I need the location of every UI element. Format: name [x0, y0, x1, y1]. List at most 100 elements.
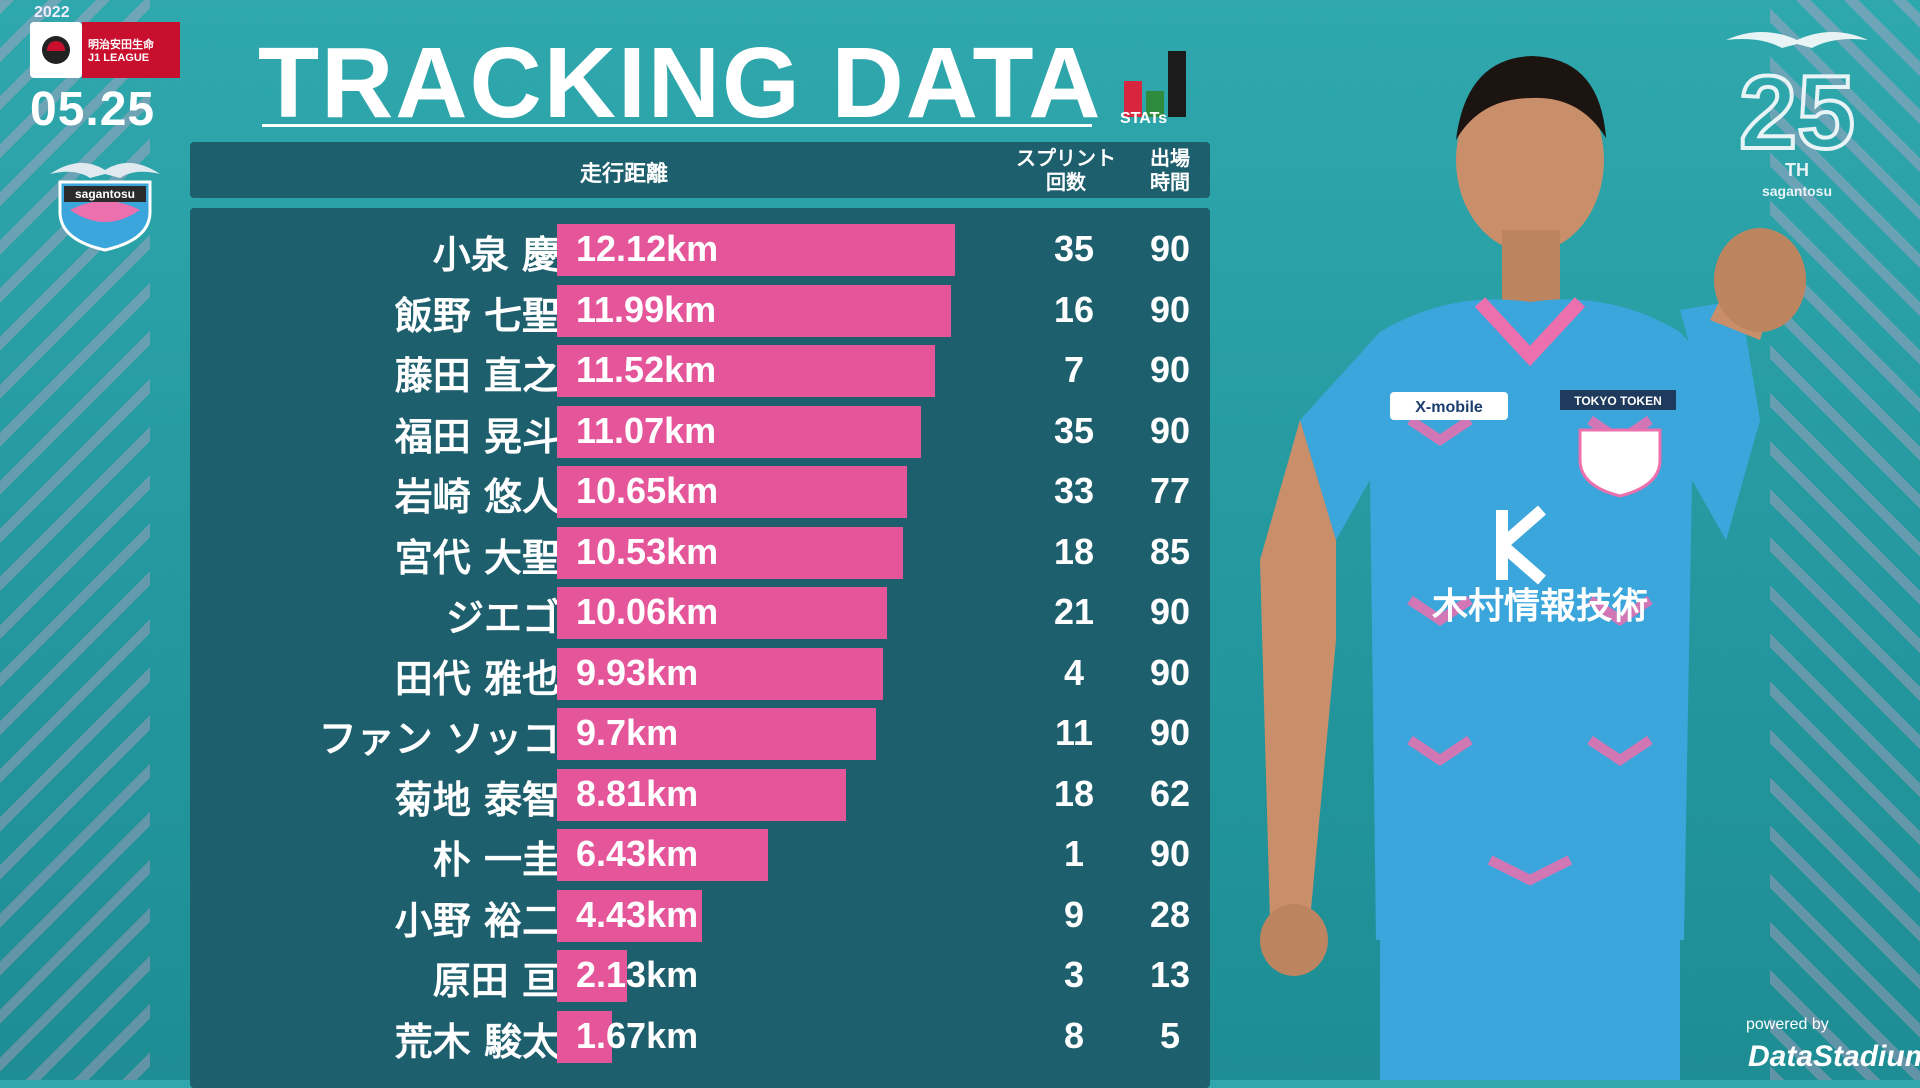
- minutes-played: 90: [1149, 651, 1191, 693]
- table-row: 飯野 七聖 11.99km 16 90: [190, 277, 1210, 338]
- distance-bar: [557, 405, 921, 458]
- player-name: 朴 一圭: [432, 838, 560, 882]
- player-name: 藤田 直之: [394, 354, 560, 398]
- sprint-count: 1: [1063, 833, 1085, 874]
- table-row: 小泉 慶 12.12km 35 90: [190, 216, 1210, 277]
- table-row: 宮代 大聖 10.53km 18 85: [190, 519, 1210, 580]
- sleeve-sponsor: X-mobile: [1415, 399, 1483, 416]
- distance-value-label: 1.67km: [576, 1014, 699, 1056]
- distance-value-label: 8.81km: [576, 772, 699, 814]
- distance-value-label: 6.43km: [576, 833, 699, 874]
- player-name: 福田 晃斗: [394, 414, 560, 459]
- sprint-count: 16: [1053, 288, 1095, 330]
- sprint-count: 33: [1053, 470, 1095, 511]
- stats-bars-icon: [1124, 51, 1186, 117]
- time-header-line1: 出場: [1150, 146, 1190, 170]
- anniversary-club: sagantosu: [1762, 183, 1832, 199]
- player-name: 田代 雅也: [394, 656, 560, 701]
- distance-bar: [557, 526, 903, 579]
- distance-bar: [557, 284, 951, 337]
- distance-bar: [557, 1010, 612, 1063]
- powered-by-label: powered by: [1746, 1016, 1829, 1033]
- minutes-played: 90: [1149, 833, 1191, 874]
- distance-bar: [557, 647, 884, 700]
- minutes-played: 90: [1149, 288, 1191, 330]
- player-name: 飯野 七聖: [394, 293, 560, 338]
- player-name: 菊地 泰智: [394, 777, 560, 822]
- minutes-played: 85: [1149, 530, 1191, 572]
- season-year: 2022: [34, 4, 70, 21]
- time-header: 出場 時間: [1130, 146, 1210, 194]
- right-stripe-decoration: [1770, 0, 1920, 1080]
- league-name: J1 LEAGUE: [88, 52, 150, 64]
- sprint-count: 7: [1063, 349, 1085, 390]
- table-row: 朴 一圭 6.43km 1 90: [190, 821, 1210, 882]
- player-name: ジエゴ: [445, 596, 560, 640]
- minutes-played: 28: [1149, 893, 1191, 935]
- player-name: 小泉 慶: [432, 233, 560, 277]
- minutes-played: 62: [1149, 772, 1191, 814]
- league-sponsor: 明治安田生命: [88, 39, 154, 51]
- match-date: 05.25: [30, 83, 156, 136]
- sprint-header-line2: 回数: [1046, 170, 1086, 194]
- distance-bar: [557, 708, 876, 760]
- minutes-played: 13: [1149, 954, 1191, 995]
- minutes-played: 90: [1149, 349, 1191, 390]
- distance-bar: [557, 889, 703, 942]
- table-row: 小野 裕二 4.43km 9 28: [190, 882, 1210, 943]
- distance-value-label: 11.52km: [576, 349, 717, 390]
- sprint-count: 9: [1063, 893, 1085, 935]
- minutes-played: 5: [1159, 1014, 1181, 1056]
- sprint-count: 3: [1063, 954, 1085, 995]
- sprint-header: スプリント 回数: [1008, 146, 1124, 194]
- anniversary-25th-emblem: 25 TH sagantosu: [1726, 32, 1868, 199]
- player-name: ファン ソッコ: [318, 717, 560, 761]
- stats-label: STATs: [1120, 110, 1168, 127]
- sprint-count: 8: [1063, 1014, 1085, 1056]
- distance-value-label: 9.7km: [576, 712, 679, 753]
- sprint-header-line1: スプリント: [1016, 146, 1116, 170]
- distance-value-label: 9.93km: [576, 651, 699, 693]
- table-row: 原田 亘 2.13km 3 13: [190, 942, 1210, 1003]
- table-row: ジエゴ 10.06km 21 90: [190, 579, 1210, 640]
- distance-value-label: 10.65km: [576, 470, 719, 511]
- distance-value-label: 10.06km: [576, 591, 719, 632]
- anniversary-suffix: TH: [1785, 160, 1809, 180]
- minutes-played: 90: [1149, 228, 1191, 269]
- player-name: 小野 裕二: [394, 898, 560, 943]
- page-title: TRACKING DATA: [258, 27, 1103, 139]
- sprint-count: 11: [1054, 712, 1094, 753]
- sprint-count: 21: [1053, 591, 1095, 632]
- club-crest-icon: sagantosu: [50, 162, 160, 252]
- sprint-count: 18: [1053, 772, 1095, 814]
- anniversary-number: 25: [1739, 55, 1855, 171]
- club-logo-text: sagantosu: [75, 187, 135, 201]
- minutes-played: 90: [1149, 712, 1191, 753]
- minutes-played: 90: [1149, 591, 1191, 632]
- table-row: 菊地 泰智 8.81km 18 62: [190, 761, 1210, 822]
- player-name: 岩崎 悠人: [394, 475, 560, 519]
- sprint-count: 35: [1053, 409, 1095, 451]
- distance-bar: [557, 466, 907, 518]
- player-name: 宮代 大聖: [394, 535, 560, 580]
- distance-value-label: 12.12km: [576, 228, 719, 269]
- player-photo: X-mobile TOKYO TOKEN 木村情報技術: [1260, 56, 1806, 1080]
- minutes-played: 77: [1149, 470, 1191, 511]
- chest-sponsor: 木村情報技術: [1432, 586, 1648, 627]
- time-header-line2: 時間: [1150, 170, 1190, 194]
- jleague-logo: 明治安田生命 J1 LEAGUE: [30, 22, 180, 78]
- distance-bar: [557, 768, 847, 821]
- table-row: ファン ソッコ 9.7km 11 90: [190, 700, 1210, 761]
- distance-bar: [557, 950, 627, 1002]
- distance-value-label: 11.07km: [576, 409, 717, 451]
- table-row: 荒木 駿太 1.67km 8 5: [190, 1003, 1210, 1064]
- distance-value-label: 2.13km: [576, 954, 699, 995]
- table-row: 藤田 直之 11.52km 7 90: [190, 337, 1210, 398]
- distance-bar: [557, 345, 936, 397]
- jleague-mark-icon: [30, 22, 82, 78]
- player-name: 荒木 駿太: [394, 1019, 560, 1064]
- distance-value-label: 4.43km: [576, 893, 699, 935]
- table-row: 田代 雅也 9.93km 4 90: [190, 640, 1210, 701]
- sprint-count: 18: [1053, 530, 1095, 572]
- title-underline: [262, 124, 1092, 127]
